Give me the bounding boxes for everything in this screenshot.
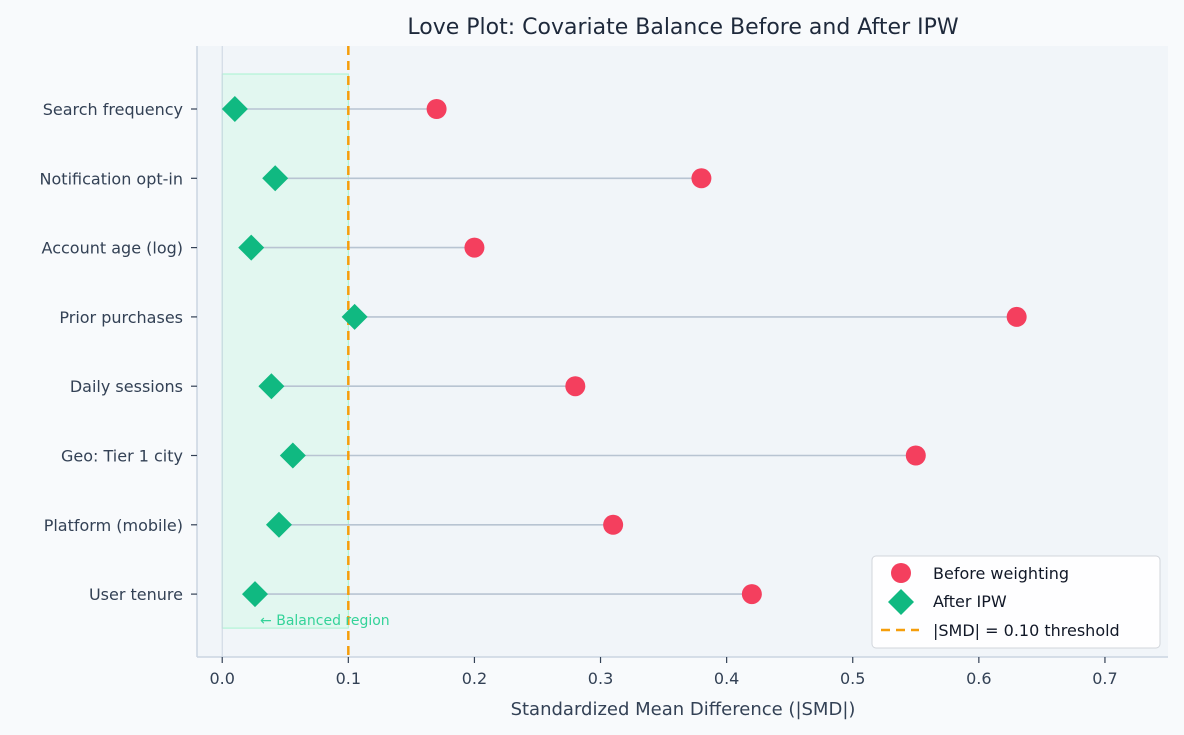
legend-threshold-label: |SMD| = 0.10 threshold bbox=[933, 621, 1120, 640]
before-point bbox=[741, 584, 762, 605]
after-point bbox=[279, 442, 306, 469]
legend-after-label: After IPW bbox=[933, 592, 1007, 611]
y-tick-label: Daily sessions bbox=[70, 377, 183, 396]
y-tick-label: Platform (mobile) bbox=[44, 516, 183, 535]
legend-box bbox=[871, 555, 1161, 649]
after-point bbox=[262, 165, 289, 192]
x-tick-label: 0.7 bbox=[1092, 669, 1117, 688]
after-point bbox=[221, 96, 248, 122]
y-tick-label: Notification opt-in bbox=[40, 169, 183, 188]
x-tick-label: 0.1 bbox=[336, 669, 361, 688]
y-tick-label: Prior purchases bbox=[59, 308, 183, 327]
x-tick-label: 0.4 bbox=[714, 669, 739, 688]
before-point bbox=[1006, 306, 1027, 327]
balanced-region-annotation: ← Balanced region bbox=[260, 613, 390, 629]
x-axis-label: Standardized Mean Difference (|SMD|) bbox=[511, 699, 856, 720]
legend-after-marker bbox=[888, 589, 914, 615]
before-point bbox=[603, 514, 624, 535]
y-tick-label: Search frequency bbox=[43, 100, 183, 119]
legend-before-label: Before weighting bbox=[933, 564, 1069, 583]
legend: Before weighting After IPW |SMD| = 0.10 … bbox=[871, 555, 1161, 649]
before-point bbox=[426, 99, 447, 119]
balanced-region bbox=[221, 73, 349, 629]
after-point bbox=[341, 303, 368, 330]
after-point bbox=[265, 511, 292, 538]
before-point bbox=[464, 237, 485, 258]
x-tick-label: 0.6 bbox=[966, 669, 991, 688]
y-tick-label: User tenure bbox=[89, 585, 183, 604]
after-point bbox=[238, 234, 265, 261]
x-tick-label: 0.5 bbox=[840, 669, 865, 688]
before-point bbox=[905, 445, 926, 466]
plot-area bbox=[197, 46, 1168, 657]
x-tick-label: 0.0 bbox=[209, 669, 234, 688]
legend-before-marker bbox=[891, 563, 911, 583]
x-tick-label: 0.2 bbox=[462, 669, 487, 688]
before-point bbox=[691, 168, 712, 189]
before-point bbox=[565, 376, 586, 397]
after-point bbox=[258, 373, 285, 400]
x-tick-label: 0.3 bbox=[588, 669, 613, 688]
y-tick-label: Geo: Tier 1 city bbox=[61, 447, 183, 466]
y-tick-label: Account age (log) bbox=[42, 239, 183, 258]
chart-title: Love Plot: Covariate Balance Before and … bbox=[407, 15, 958, 40]
after-point bbox=[242, 581, 269, 608]
